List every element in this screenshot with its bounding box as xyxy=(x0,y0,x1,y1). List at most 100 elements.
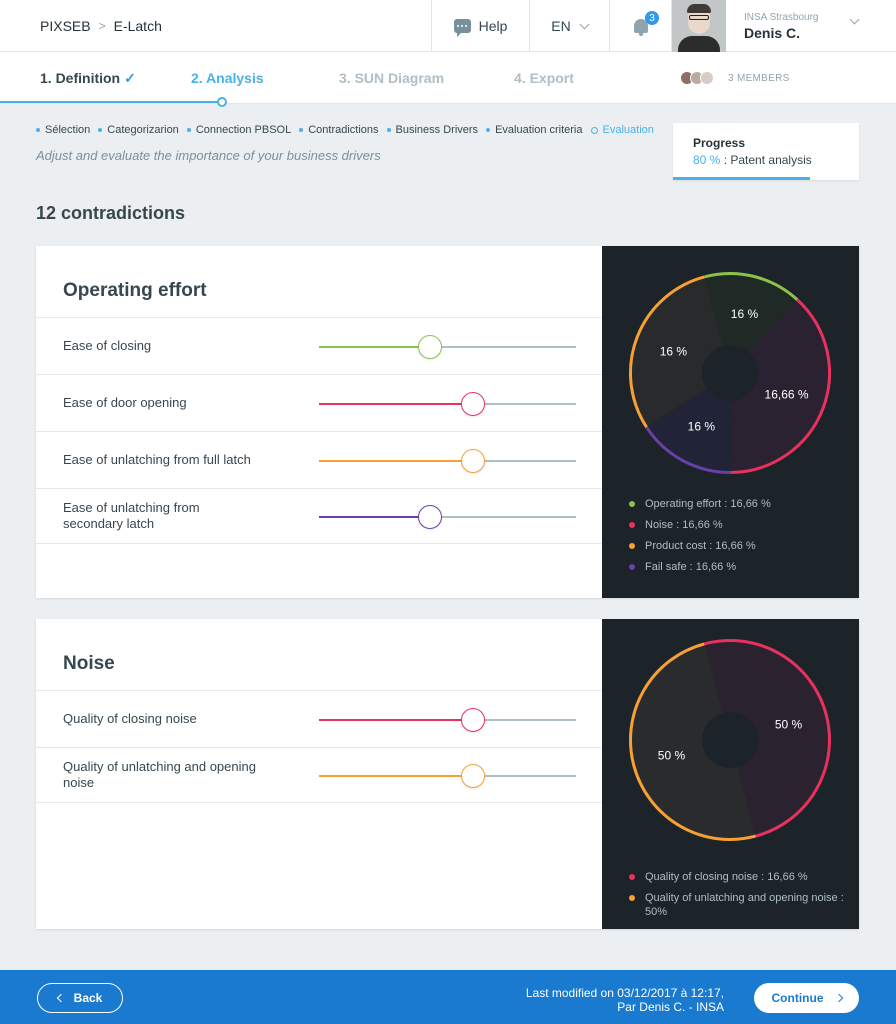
footer-bar: Back Last modified on 03/12/2017 à 12:17… xyxy=(0,970,896,1024)
pie-slice[interactable] xyxy=(703,639,831,838)
pie-slice-label: 50 % xyxy=(658,749,686,763)
pie-slice-label: 16 % xyxy=(731,307,759,321)
top-bar: PIXSEB > E-Latch Help EN 3 INSA Strasbou… xyxy=(0,0,896,52)
pie-hole xyxy=(702,712,758,768)
pie-chart: 50 % 50 % xyxy=(629,639,831,841)
step-definition[interactable]: 1. Definition ✓ xyxy=(40,70,136,87)
substep-item[interactable]: Evaluation criteria xyxy=(486,124,583,136)
pie-slice-border xyxy=(645,426,732,474)
legend-label: Quality of unlatching and opening noise … xyxy=(645,892,844,918)
legend-dot-icon xyxy=(629,543,635,549)
importance-slider[interactable] xyxy=(319,505,576,529)
slider-handle[interactable] xyxy=(461,764,486,788)
importance-slider[interactable] xyxy=(319,707,576,732)
step-sun-diagram[interactable]: 3. SUN Diagram xyxy=(339,70,445,86)
chart-panel: 50 % 50 % Quality of closing noise : 16,6… xyxy=(602,619,859,929)
criterion-row: Ease of unlatching from secondary latch xyxy=(36,488,602,544)
pie-slice-border xyxy=(629,275,705,429)
member-avatar xyxy=(700,71,714,85)
legend-dot-icon xyxy=(629,501,635,507)
legend-dot-icon xyxy=(629,564,635,570)
breadcrumb: PIXSEB > E-Latch xyxy=(40,18,162,34)
chart-legend: Quality of closing noise : 16,66 % Qualit… xyxy=(629,870,859,926)
bullet-icon xyxy=(299,128,304,132)
substep-label: Business Drivers xyxy=(395,124,479,136)
progress-card: Progress 80 % : Patent analysis xyxy=(673,123,859,180)
substep-item[interactable]: Contradictions xyxy=(299,124,379,136)
slider-fill xyxy=(319,718,474,721)
members[interactable]: 3 MEMBERS xyxy=(680,71,790,85)
bell-icon xyxy=(633,19,648,36)
user-name: Denis C. xyxy=(744,24,801,41)
criterion-row: Quality of unlatching and opening noise xyxy=(36,747,602,803)
substep-item[interactable]: Sélection xyxy=(36,124,90,136)
chevron-down-icon xyxy=(849,14,860,25)
step-export[interactable]: 4. Export xyxy=(514,70,574,86)
pie-slice-label: 16,66 % xyxy=(765,388,809,402)
help-button[interactable]: Help xyxy=(431,0,529,52)
importance-slider[interactable] xyxy=(319,448,576,473)
pie-slice[interactable] xyxy=(730,298,831,474)
step-label: 1. Definition xyxy=(40,70,121,86)
slider-fill xyxy=(319,775,474,777)
legend-item: Quality of closing noise : 16,66 % xyxy=(629,870,859,884)
criterion-row: Ease of door opening xyxy=(36,374,602,430)
substep-item[interactable]: Categorizarion xyxy=(98,124,179,136)
progress-title: Progress xyxy=(693,136,746,150)
bullet-icon xyxy=(36,128,40,132)
substep-label: Contradictions xyxy=(308,124,379,136)
slider-handle[interactable] xyxy=(417,334,442,359)
progress-bar xyxy=(673,177,810,180)
last-modified-date: Last modified on 03/12/2017 à 12:17, xyxy=(525,986,724,1000)
pie-slice[interactable] xyxy=(629,642,757,841)
legend-item: Operating effort : 16,66 % xyxy=(629,497,771,511)
step-analysis[interactable]: 2. Analysis xyxy=(191,70,264,86)
slider-handle[interactable] xyxy=(417,505,442,529)
chart-legend: Operating effort : 16,66 % Noise : 16,66 … xyxy=(629,497,771,581)
pie-slice[interactable] xyxy=(629,275,730,429)
pie-slice-border xyxy=(731,298,831,474)
slider-handle[interactable] xyxy=(461,707,486,732)
importance-slider[interactable] xyxy=(319,391,576,416)
importance-slider[interactable] xyxy=(319,334,576,359)
chevron-right-icon xyxy=(834,993,843,1003)
slider-fill xyxy=(319,402,474,405)
criterion-row: Ease of unlatching from full latch xyxy=(36,431,602,487)
slider-fill xyxy=(319,516,430,518)
progress-text: : Patent analysis xyxy=(720,153,812,167)
substep-label: Evaluation criteria xyxy=(495,124,583,136)
pie-chart: 16 % 16,66 % 16 % 16 % xyxy=(629,272,831,474)
importance-slider[interactable] xyxy=(319,764,576,788)
last-modified: Last modified on 03/12/2017 à 12:17, Par… xyxy=(526,986,724,1014)
check-icon: ✓ xyxy=(124,70,136,86)
legend-label: Quality of closing noise : 16,66 % xyxy=(645,871,808,883)
continue-label: Continue xyxy=(771,991,824,1005)
breadcrumb-project[interactable]: PIXSEB xyxy=(40,18,91,34)
chevron-down-icon xyxy=(579,19,590,29)
back-button[interactable]: Back xyxy=(37,983,123,1013)
step-progress-track xyxy=(0,101,222,103)
substep-item[interactable]: Evaluation xyxy=(590,124,654,136)
legend-dot-icon xyxy=(629,522,635,528)
steps-bar: 1. Definition ✓ 2. Analysis 3. SUN Diagra… xyxy=(0,52,896,107)
breadcrumb-current[interactable]: E-Latch xyxy=(113,18,162,34)
language-select[interactable]: EN xyxy=(529,0,609,52)
criterion-label: Quality of unlatching and opening noise xyxy=(63,759,256,790)
legend-label: Product cost : 16,66 % xyxy=(645,540,756,552)
user-menu[interactable]: INSA Strasbourg Denis C. xyxy=(671,0,896,52)
contradictions-count: 12 contradictions xyxy=(36,203,186,223)
slider-handle[interactable] xyxy=(461,448,486,473)
card-title: Noise xyxy=(63,653,115,674)
slider-handle[interactable] xyxy=(461,391,486,416)
criterion-label: Ease of unlatching from full latch xyxy=(63,451,251,467)
pie-hole xyxy=(702,345,758,401)
substep-item[interactable]: Business Drivers xyxy=(386,124,479,136)
notifications-button[interactable]: 3 xyxy=(609,0,671,52)
criterion-label: Ease of closing xyxy=(63,337,152,353)
card-operating-effort: Operating effort Ease of closing Ease of … xyxy=(36,246,859,598)
bullet-icon xyxy=(98,128,103,132)
continue-button[interactable]: Continue xyxy=(754,983,859,1013)
substep-item[interactable]: Connection PBSOL xyxy=(186,124,291,136)
substep-label: Evaluation xyxy=(602,124,654,136)
pie-slice-label: 16 % xyxy=(660,344,688,358)
